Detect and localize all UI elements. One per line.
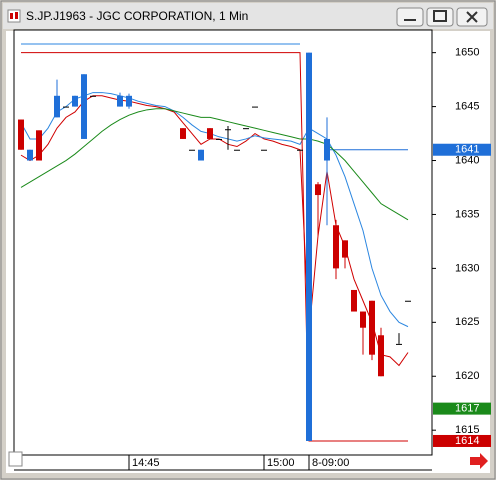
candle-body (36, 130, 42, 161)
close-button[interactable] (456, 7, 488, 27)
scroll-arrow[interactable] (470, 453, 488, 469)
candle-body (117, 95, 123, 107)
candle-body (369, 300, 375, 355)
y-tick-label: 1615 (455, 424, 479, 436)
x-tick-label: 14:45 (132, 457, 160, 469)
price-level-box (433, 402, 491, 415)
candle-body (27, 149, 33, 161)
y-tick-label: 1625 (455, 316, 479, 328)
candle-body (378, 335, 384, 377)
y-tick-label: 1635 (455, 208, 479, 220)
price-level-label: 1614 (455, 435, 479, 447)
candle-body (351, 289, 357, 312)
indicator-line (21, 52, 408, 442)
indicator-line (20, 108, 409, 221)
candle-body (63, 106, 69, 108)
y-tick-label: 1630 (455, 262, 479, 274)
candle-body (81, 74, 87, 139)
plot-area (13, 29, 433, 456)
y-tick-label: 1650 (455, 47, 479, 59)
y-tick-label: 1620 (455, 370, 479, 382)
candle-body (333, 225, 339, 269)
candle-body (306, 52, 312, 441)
x-tick-label: 8-09:00 (312, 457, 349, 469)
price-level-box (433, 143, 491, 156)
y-tick-label: 1640 (455, 154, 479, 166)
candle-body (225, 129, 231, 131)
candle-body (54, 95, 60, 118)
candle-body (18, 119, 24, 150)
candle-body (243, 128, 249, 130)
window-title: S.JP.J1963 - JGC CORPORATION, 1 Min (26, 9, 248, 23)
candle-body (126, 95, 132, 107)
candle-body (405, 300, 411, 302)
window-icon (7, 9, 21, 23)
candle-body (360, 311, 366, 328)
candle-body (297, 149, 303, 151)
candle-body (396, 343, 402, 345)
candle-body (189, 149, 195, 151)
candle-body (261, 149, 267, 151)
price-level-box (433, 434, 491, 447)
candle-body (234, 149, 240, 151)
price-level-label: 1641 (455, 144, 479, 156)
price-level-label: 1617 (455, 403, 479, 415)
candle-body (207, 128, 213, 139)
candle-body (90, 95, 96, 97)
minimize-button[interactable] (396, 7, 424, 27)
candle-body (324, 138, 330, 161)
x-tick-label: 15:00 (267, 457, 295, 469)
candle-body (198, 149, 204, 161)
scroll-box[interactable] (8, 451, 23, 467)
candle-body (216, 138, 222, 140)
candle-body (72, 95, 78, 107)
candle-body (180, 128, 186, 139)
candle-body (252, 106, 258, 108)
candle-body (315, 184, 321, 196)
y-tick-label: 1645 (455, 100, 479, 112)
maximize-button[interactable] (426, 7, 454, 27)
candle-body (342, 240, 348, 258)
